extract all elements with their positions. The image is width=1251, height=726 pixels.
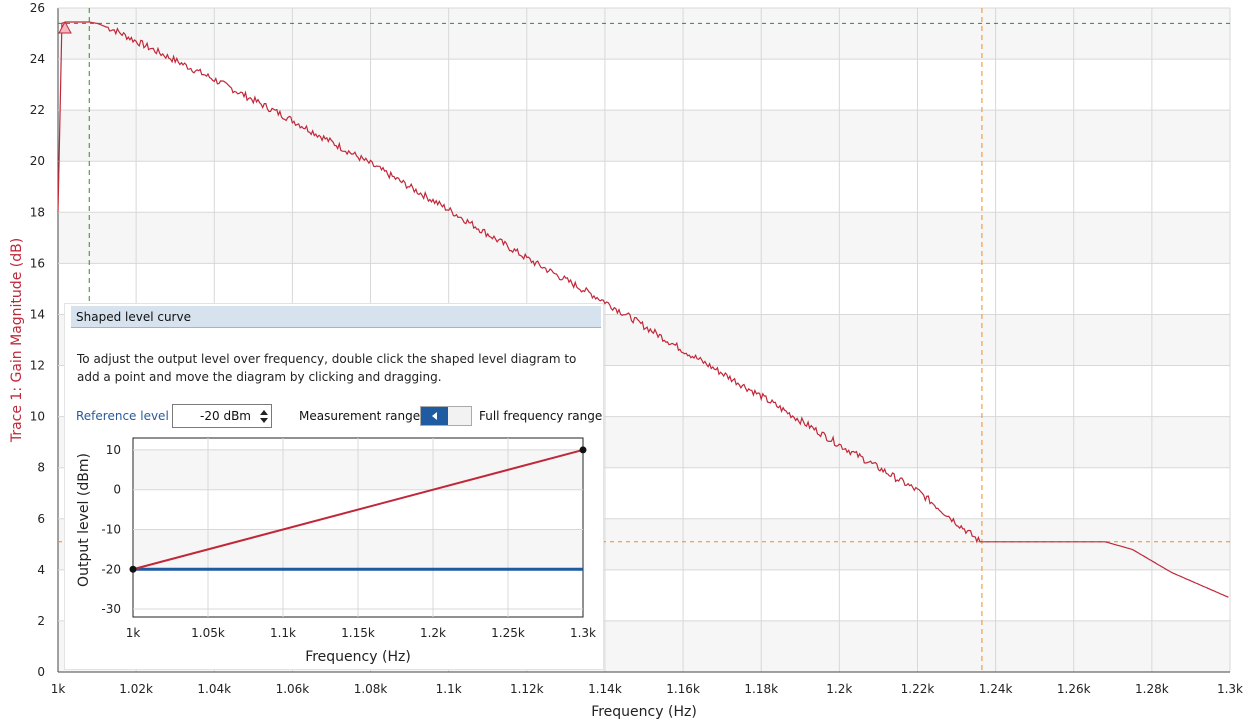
x-tick-label: 1.1k bbox=[270, 626, 296, 640]
grid-band bbox=[58, 212, 1230, 264]
x-tick-label: 1.2k bbox=[420, 626, 446, 640]
x-tick-label: 1.24k bbox=[979, 682, 1013, 696]
x-tick-label: 1.14k bbox=[588, 682, 622, 696]
panel-header: Shaped level curve bbox=[71, 306, 601, 328]
y-tick-label: 24 bbox=[30, 52, 45, 66]
toggle-knob[interactable] bbox=[421, 407, 448, 425]
x-tick-label: 1.05k bbox=[191, 626, 225, 640]
y-tick-label: 10 bbox=[106, 443, 121, 457]
peak-marker-icon[interactable] bbox=[58, 20, 72, 34]
panel-description: To adjust the output level over frequenc… bbox=[77, 352, 577, 384]
main-x-axis-title: Frequency (Hz) bbox=[591, 704, 697, 720]
measurement-range-label: Measurement range bbox=[299, 409, 421, 423]
x-tick-label: 1.06k bbox=[276, 682, 310, 696]
y-tick-label: 18 bbox=[30, 205, 45, 219]
x-tick-label: 1.22k bbox=[901, 682, 935, 696]
shaped-level-point[interactable] bbox=[129, 565, 137, 573]
x-tick-label: 1.1k bbox=[436, 682, 462, 696]
y-tick-label: 2 bbox=[37, 614, 45, 628]
x-tick-label: 1k bbox=[51, 682, 66, 696]
x-tick-label: 1.3k bbox=[1217, 682, 1243, 696]
x-tick-label: 1.26k bbox=[1057, 682, 1091, 696]
x-tick-label: 1.25k bbox=[491, 626, 525, 640]
y-tick-label: 0 bbox=[37, 665, 45, 679]
inner-x-axis-title: Frequency (Hz) bbox=[305, 649, 411, 665]
reference-level-spinbox[interactable]: -20 dBm bbox=[172, 404, 272, 428]
x-tick-label: 1.02k bbox=[119, 682, 153, 696]
x-tick-label: 1.18k bbox=[744, 682, 778, 696]
y-tick-label: -20 bbox=[101, 562, 121, 576]
x-tick-label: 1.04k bbox=[197, 682, 231, 696]
x-tick-label: 1k bbox=[126, 626, 141, 640]
y-tick-label: 16 bbox=[30, 256, 45, 270]
x-tick-label: 1.16k bbox=[666, 682, 700, 696]
x-tick-label: 1.3k bbox=[570, 626, 596, 640]
y-tick-label: -10 bbox=[101, 522, 121, 536]
y-tick-label: 6 bbox=[37, 512, 45, 526]
left-arrow-icon bbox=[432, 412, 437, 420]
y-tick-label: 4 bbox=[37, 563, 45, 577]
shaped-level-line[interactable] bbox=[132, 448, 584, 571]
shaped-level-panel: Shaped level curve To adjust the output … bbox=[64, 303, 604, 670]
trace-1-line bbox=[57, 21, 1229, 598]
x-tick-label: 1.12k bbox=[510, 682, 544, 696]
y-tick-label: 12 bbox=[30, 359, 45, 373]
y-tick-label: 20 bbox=[30, 154, 45, 168]
inner-y-axis-title: Output level (dBm) bbox=[76, 453, 92, 587]
grid-band bbox=[58, 8, 1230, 60]
shaped-level-point[interactable] bbox=[579, 446, 587, 454]
y-tick-label: 10 bbox=[30, 410, 45, 424]
x-tick-label: 1.28k bbox=[1135, 682, 1169, 696]
spin-down-icon[interactable] bbox=[260, 418, 268, 423]
range-toggle[interactable] bbox=[420, 406, 472, 426]
x-tick-label: 1.2k bbox=[826, 682, 852, 696]
shaped-level-chart[interactable]: 1k 1.05k 1.1k 1.15k 1.2k 1.25k 1.3k 10 0 -10 -20 -… bbox=[65, 424, 603, 670]
x-tick-label: 1.15k bbox=[341, 626, 375, 640]
spin-up-icon[interactable] bbox=[260, 410, 268, 415]
y-tick-label: 22 bbox=[30, 103, 45, 117]
x-tick-label: 1.08k bbox=[354, 682, 388, 696]
full-frequency-range-label: Full frequency range bbox=[479, 409, 603, 423]
reference-level-label: Reference level bbox=[76, 409, 169, 423]
grid-band bbox=[58, 110, 1230, 162]
reference-level-value: -20 dBm bbox=[200, 409, 251, 423]
y-tick-label: -30 bbox=[101, 602, 121, 616]
y-tick-label: 0 bbox=[113, 483, 121, 497]
main-y-axis-title: Trace 1: Gain Magnitude (dB) bbox=[9, 238, 25, 443]
y-tick-label: 26 bbox=[30, 1, 45, 15]
y-tick-label: 8 bbox=[37, 461, 45, 475]
y-tick-label: 14 bbox=[30, 307, 45, 321]
